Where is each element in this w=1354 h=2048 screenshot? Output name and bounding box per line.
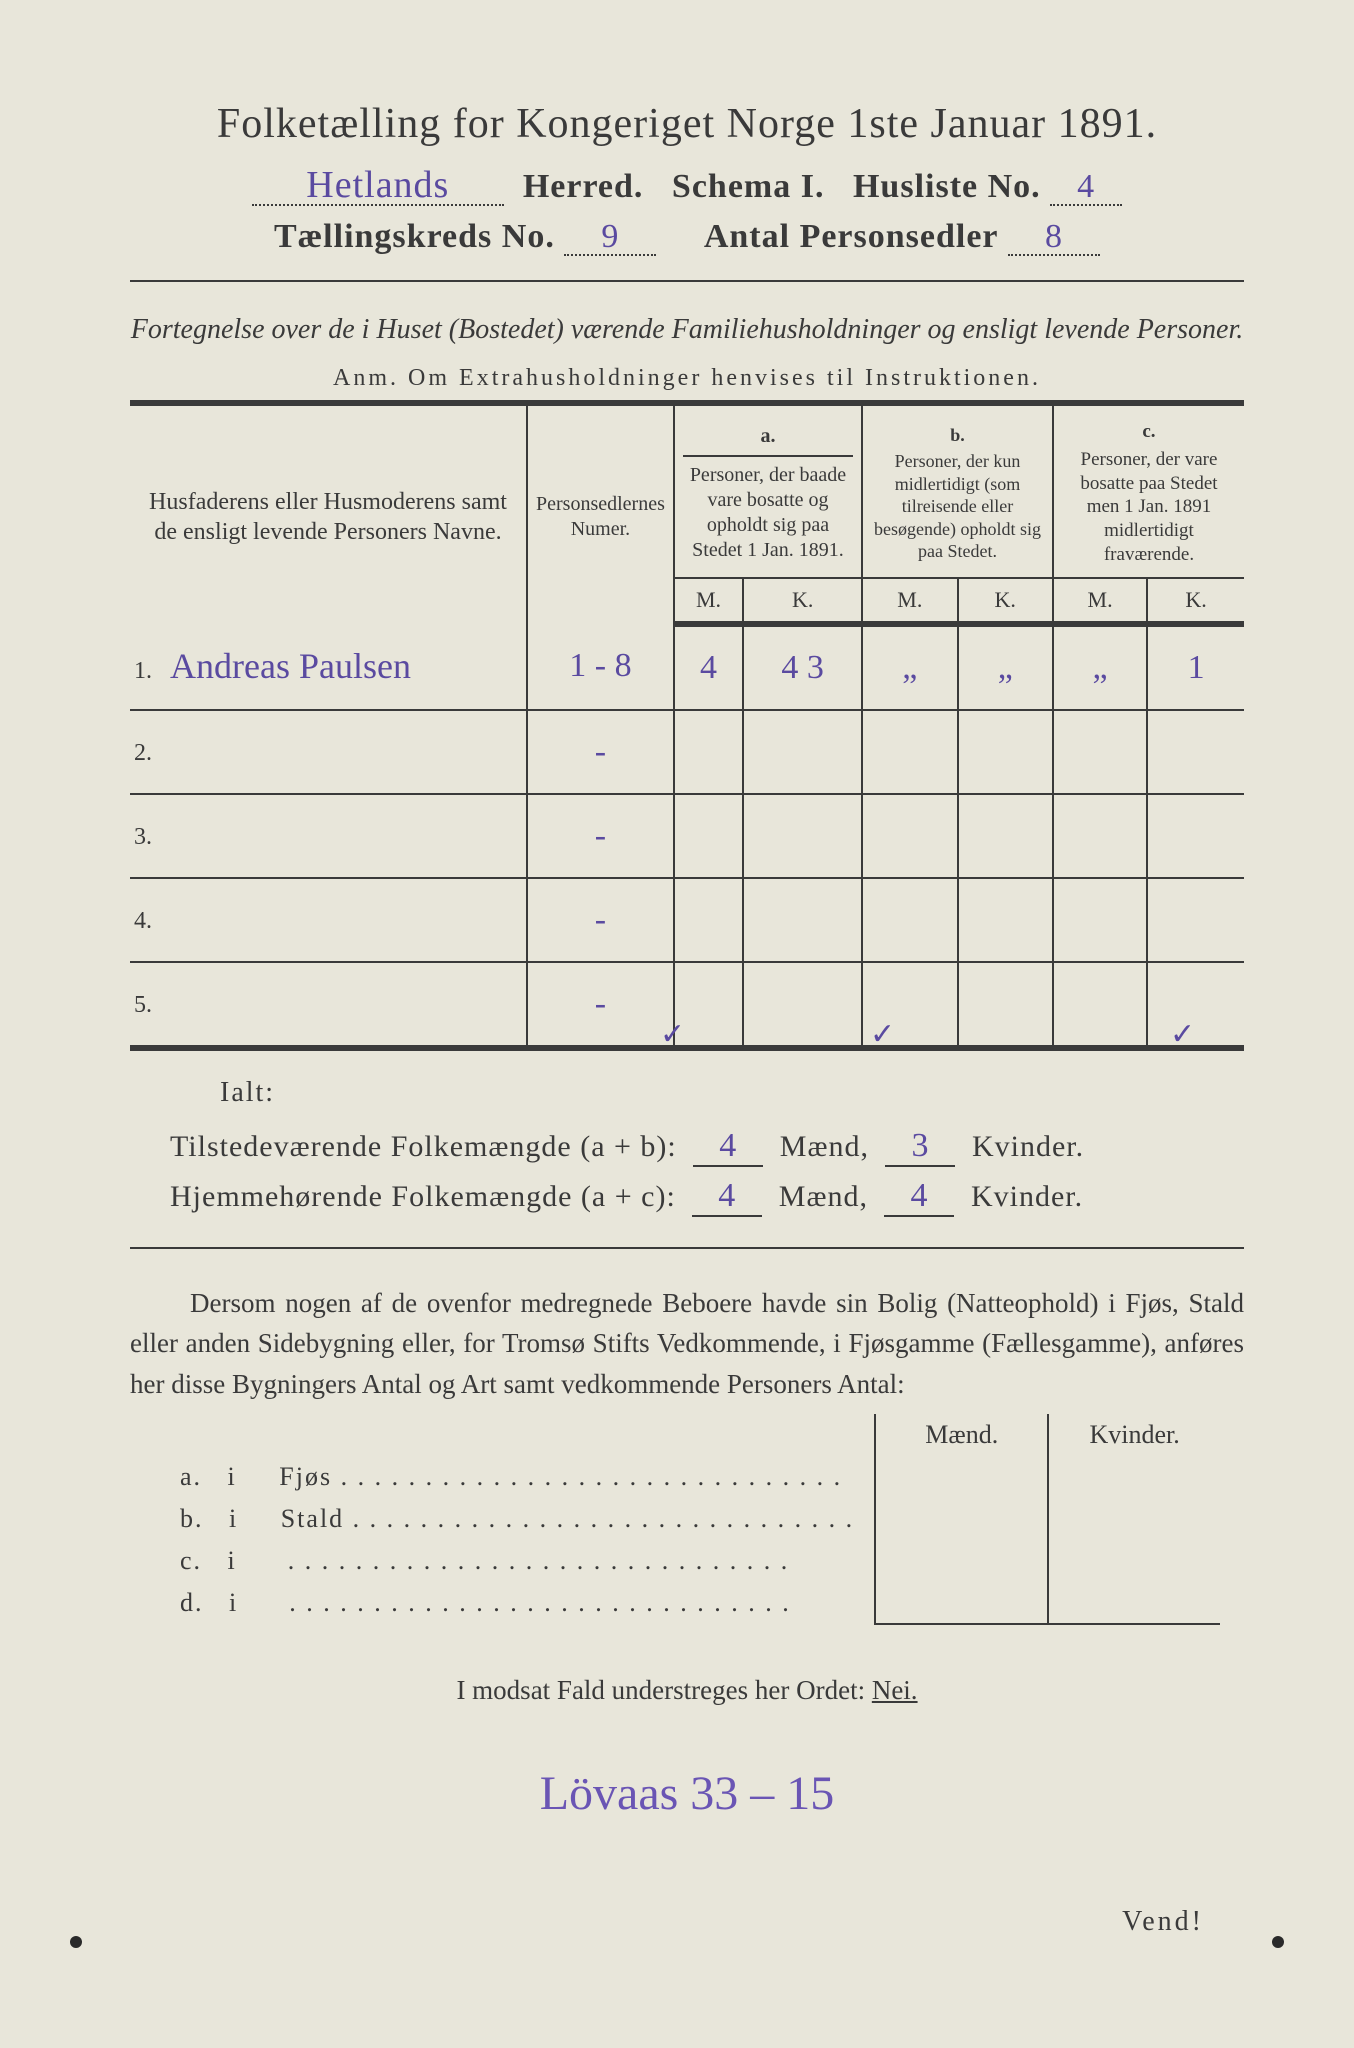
header-line-2: Hetlands Herred. Schema I. Husliste No. … xyxy=(130,166,1244,206)
sum-present: Tilstedeværende Folkemængde (a + b): 4 M… xyxy=(170,1127,1244,1167)
outbuilding-row: d. i . . . . . . . . . . . . . . . . . .… xyxy=(170,1582,1220,1624)
outbuilding-row: b. i Stald . . . . . . . . . . . . . . .… xyxy=(170,1498,1220,1540)
table-body: 1.Andreas Paulsen1 - 844 3„„„12.-3.-4.-5… xyxy=(130,624,1244,1048)
vend-label: Vend! xyxy=(1122,1906,1204,1938)
herred-handwritten: Hetlands xyxy=(306,166,449,204)
table-row: 3.- xyxy=(130,794,1244,878)
a-m: M. xyxy=(674,578,743,624)
ialt-label: Ialt: xyxy=(220,1077,1244,1109)
kvinder-header: Kvinder. xyxy=(1048,1414,1220,1456)
divider-2 xyxy=(130,1247,1244,1249)
c-m: M. xyxy=(1053,578,1147,624)
husliste-no: 4 xyxy=(1077,170,1095,204)
col-c-header: c. Personer, der vare bosatte paa Stedet… xyxy=(1053,406,1244,578)
annotation-line: Anm. Om Extrahusholdninger henvises til … xyxy=(130,365,1244,392)
main-table: Husfaderens eller Husmoderens samt de en… xyxy=(130,406,1244,1051)
census-form-page: Folketælling for Kongeriget Norge 1ste J… xyxy=(0,0,1354,2048)
dwelling-paragraph: Dersom nogen af de ovenfor medregnede Be… xyxy=(130,1283,1244,1405)
a-k: K. xyxy=(743,578,862,624)
antal-no: 8 xyxy=(1045,220,1063,254)
c-k: K. xyxy=(1147,578,1244,624)
herred-label: Herred. xyxy=(523,168,644,205)
maend-header: Mænd. xyxy=(875,1414,1048,1456)
check-c: ✓ xyxy=(1170,1017,1195,1052)
outbuilding-row: c. i . . . . . . . . . . . . . . . . . .… xyxy=(170,1540,1220,1582)
table-row: 2.- xyxy=(130,710,1244,794)
antal-label: Antal Personsedler xyxy=(704,218,999,255)
subtitle: Fortegnelse over de i Huset (Bostedet) v… xyxy=(130,310,1244,349)
pin-left xyxy=(70,1936,82,1948)
page-title: Folketælling for Kongeriget Norge 1ste J… xyxy=(130,100,1244,148)
b-k: K. xyxy=(958,578,1053,624)
kreds-label: Tællingskreds No. xyxy=(274,218,555,255)
husliste-label: Husliste No. xyxy=(853,168,1041,205)
table-row: 4.- xyxy=(130,878,1244,962)
outbuilding-table: Mænd. Kvinder. a. i Fjøs . . . . . . . .… xyxy=(170,1414,1220,1625)
kreds-no: 9 xyxy=(601,220,619,254)
schema-label: Schema I. xyxy=(672,168,825,205)
b-m: M. xyxy=(862,578,957,624)
header-line-3: Tællingskreds No. 9 Antal Personsedler 8 xyxy=(130,218,1244,256)
col-b-header: b. Personer, der kun midlertidigt (som t… xyxy=(862,406,1053,578)
col-a-header: a. Personer, der baade vare bosatte og o… xyxy=(674,406,862,578)
pin-right xyxy=(1272,1936,1284,1948)
sum-resident: Hjemmehørende Folkemængde (a + c): 4 Mæn… xyxy=(170,1177,1244,1217)
divider xyxy=(130,280,1244,282)
nei-line: I modsat Fald understreges her Ordet: Ne… xyxy=(130,1675,1244,1706)
outbuilding-row: a. i Fjøs . . . . . . . . . . . . . . . … xyxy=(170,1456,1220,1498)
table-row: 1.Andreas Paulsen1 - 844 3„„„1 xyxy=(130,624,1244,710)
table-row: 5.- xyxy=(130,962,1244,1048)
check-a: ✓ xyxy=(660,1017,685,1052)
nei-word: Nei. xyxy=(872,1675,918,1705)
check-b: ✓ xyxy=(870,1017,895,1052)
bottom-handwriting: Lövaas 33 – 15 xyxy=(130,1766,1244,1821)
col2-header: Personsedlernes Numer. xyxy=(527,406,674,624)
col1-header: Husfaderens eller Husmoderens samt de en… xyxy=(130,406,527,624)
